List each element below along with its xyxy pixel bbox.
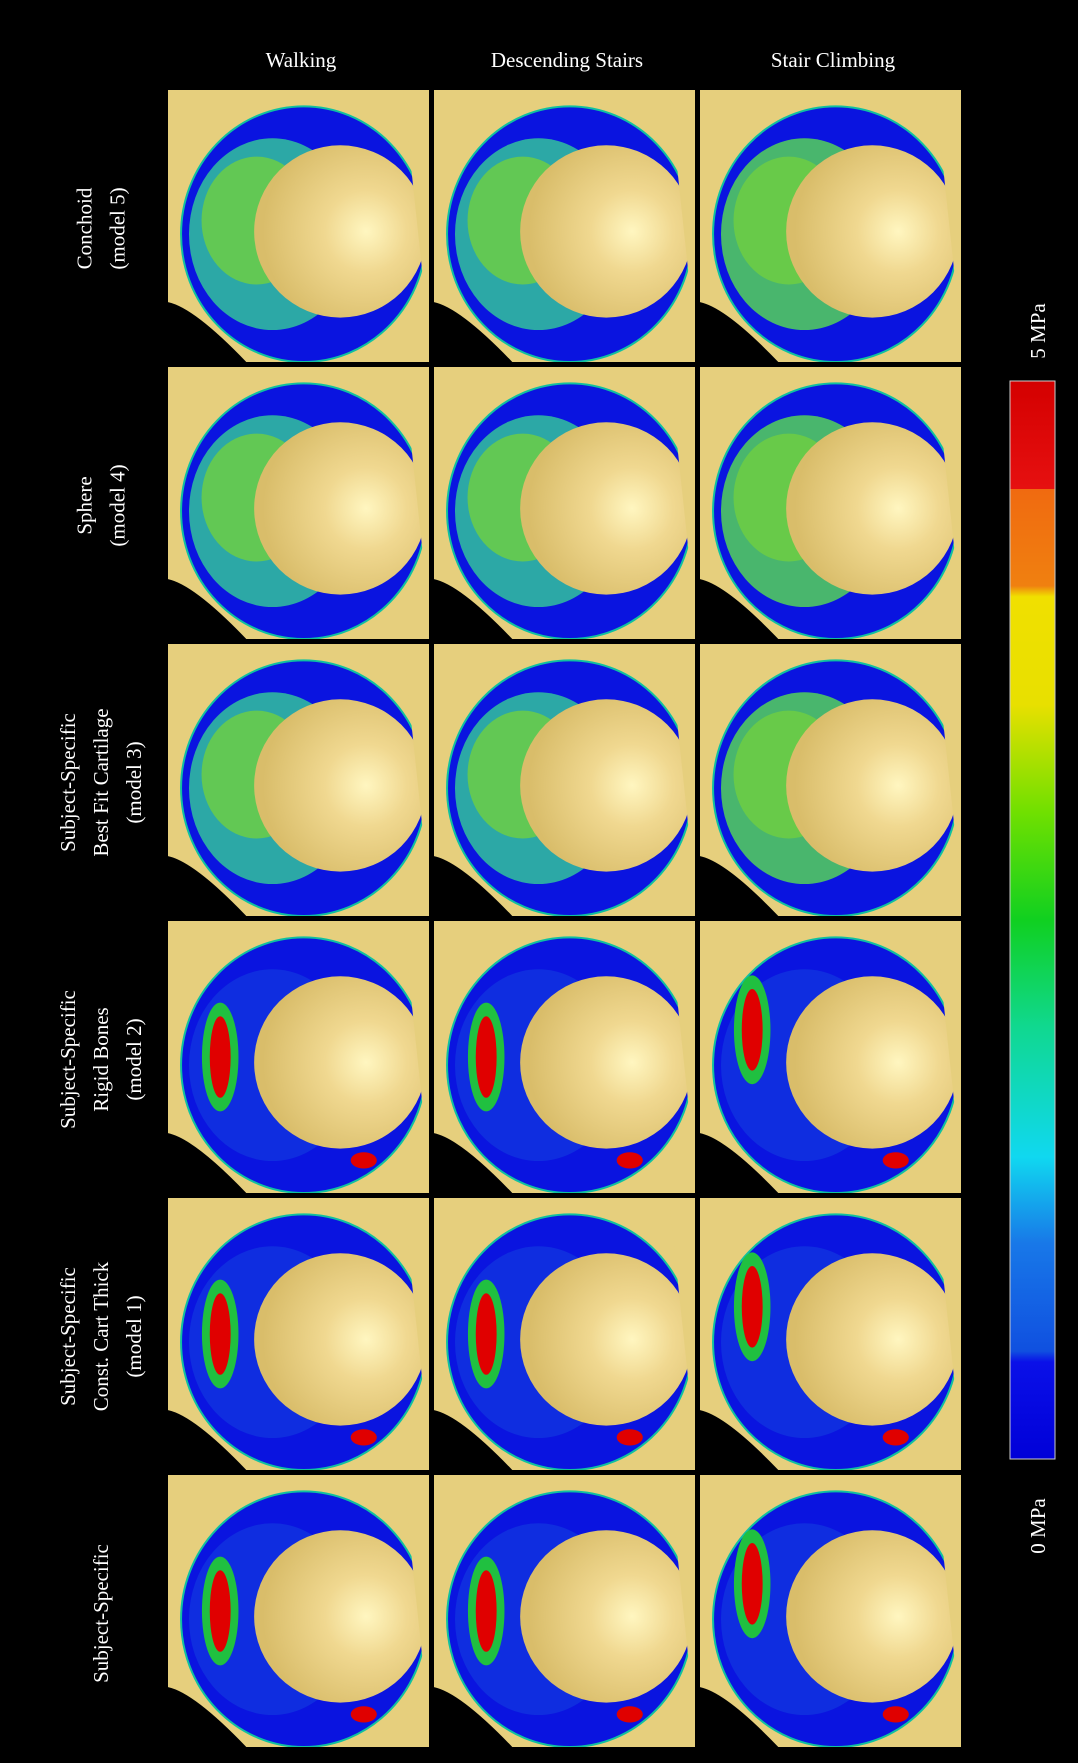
pressure-peak	[476, 1570, 497, 1652]
femoral-head	[786, 1530, 958, 1702]
femoral-head	[520, 422, 692, 594]
row-label: Best Fit Cartilage	[89, 708, 113, 856]
panel	[434, 1198, 695, 1470]
row-label: Conchoid	[72, 187, 96, 269]
panel	[434, 1475, 695, 1747]
column-title: Walking	[266, 48, 337, 72]
pressure-peak	[351, 1429, 377, 1445]
pressure-peak	[210, 1570, 231, 1652]
panel	[168, 367, 429, 639]
femoral-head	[254, 1530, 426, 1702]
femoral-head	[786, 1253, 958, 1425]
row-label: (model 1)	[122, 1295, 146, 1377]
panel	[700, 90, 961, 362]
panel	[434, 367, 695, 639]
panel	[168, 644, 429, 916]
panel	[434, 921, 695, 1193]
pressure-peak	[210, 1293, 231, 1375]
column-title: Descending Stairs	[491, 48, 643, 72]
pressure-peak	[351, 1152, 377, 1168]
pressure-peak	[476, 1016, 497, 1098]
row-label: Subject-Specific	[89, 1544, 113, 1683]
row-label: Const. Cart Thick	[89, 1261, 113, 1411]
pressure-peak	[742, 989, 763, 1071]
colorbar	[1010, 381, 1055, 1459]
pressure-peak	[883, 1706, 909, 1722]
panel	[434, 644, 695, 916]
panel	[700, 367, 961, 639]
row-label: Subject-Specific	[56, 713, 80, 852]
pressure-peak	[742, 1266, 763, 1348]
pressure-peak	[883, 1429, 909, 1445]
pressure-peak	[617, 1706, 643, 1722]
panel	[700, 644, 961, 916]
pressure-peak	[617, 1152, 643, 1168]
femoral-head	[786, 699, 958, 871]
row-label: (model 5)	[105, 187, 129, 269]
panel	[168, 921, 429, 1193]
panel	[700, 921, 961, 1193]
pressure-peak	[617, 1429, 643, 1445]
figure: 5 MPa 0 MPa Walking Descending Stairs Stai…	[0, 0, 1078, 1758]
pressure-peak	[742, 1543, 763, 1625]
pressure-peak	[883, 1152, 909, 1168]
row-label: Subject-Specific	[56, 990, 80, 1129]
row-label: (model 2)	[122, 1018, 146, 1100]
row-label: (model 3)	[122, 741, 146, 823]
femoral-head	[254, 145, 426, 317]
row-label: Subject-Specific	[56, 1267, 80, 1406]
panel	[700, 1475, 961, 1747]
row-label: Rigid Bones	[89, 1007, 113, 1111]
femoral-head	[254, 699, 426, 871]
panel	[168, 1198, 429, 1470]
femoral-head	[254, 422, 426, 594]
femoral-head	[520, 145, 692, 317]
row-label: (model 4)	[105, 464, 129, 546]
femoral-head	[786, 976, 958, 1148]
panel	[700, 1198, 961, 1470]
femoral-head	[254, 1253, 426, 1425]
pressure-peak	[210, 1016, 231, 1098]
panel-grid	[168, 90, 961, 1747]
femoral-head	[520, 1530, 692, 1702]
femoral-head	[520, 699, 692, 871]
femoral-head	[254, 976, 426, 1148]
femoral-head	[520, 976, 692, 1148]
colorbar-min-label: 0 MPa	[1026, 1498, 1050, 1554]
panel	[434, 90, 695, 362]
femoral-head	[786, 145, 958, 317]
row-label: Sphere	[72, 476, 96, 534]
femoral-head	[786, 422, 958, 594]
column-title: Stair Climbing	[771, 48, 896, 72]
colorbar-max-label: 5 MPa	[1026, 303, 1050, 359]
panel	[168, 1475, 429, 1747]
femoral-head	[520, 1253, 692, 1425]
pressure-peak	[476, 1293, 497, 1375]
pressure-peak	[351, 1706, 377, 1722]
panel	[168, 90, 429, 362]
